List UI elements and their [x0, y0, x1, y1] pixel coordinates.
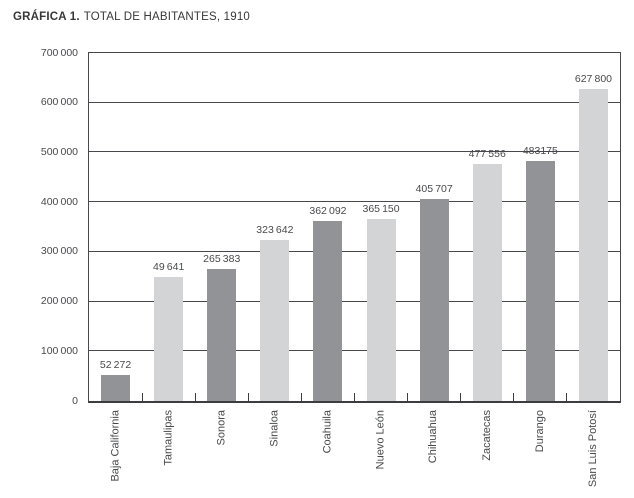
- bar-value-label: 265 383: [203, 253, 241, 266]
- bar: [366, 219, 396, 401]
- chart-title-prefix: GRÁFICA 1.: [13, 11, 80, 23]
- bar: [419, 199, 449, 401]
- x-axis-label-text: Baja California: [109, 410, 122, 482]
- gridline: [89, 250, 620, 252]
- x-axis-tick: [300, 393, 302, 401]
- y-axis-tick-label: 400 000: [40, 195, 78, 208]
- x-axis-label-text: Sinaloa: [268, 410, 281, 447]
- x-axis-tick: [354, 393, 355, 401]
- x-axis-label-text: Chihuahua: [427, 410, 440, 464]
- x-axis-tick: [566, 393, 568, 401]
- y-axis-tick-label: 100 000: [40, 344, 78, 357]
- chart-title: GRÁFICA 1. TOTAL DE HABITANTES, 1910: [13, 11, 250, 23]
- bar: [101, 375, 131, 401]
- bar-value-label: 483175: [522, 144, 558, 157]
- bar-value-label: 323 642: [256, 224, 294, 237]
- bar: [154, 276, 184, 401]
- y-axis-tick-label: 0: [72, 394, 78, 407]
- x-axis-label-text: Zacatecas: [480, 410, 493, 461]
- x-axis-label-text: Coahuila: [321, 410, 334, 454]
- bar-value-label: 477 556: [468, 147, 506, 160]
- x-axis-tick: [407, 393, 409, 401]
- y-axis-tick-label: 200 000: [40, 295, 78, 308]
- x-axis-tick: [194, 393, 196, 401]
- bar: [578, 88, 608, 401]
- gridline: [89, 350, 620, 352]
- x-axis-tick: [247, 393, 249, 401]
- plot-area: 52 272 49 641 265 383 323 642 362 092 365 150…: [88, 52, 621, 403]
- bar-value-label: 362 092: [309, 205, 347, 217]
- y-axis-tick-label: 300 000: [40, 245, 78, 258]
- bar-value-label: 49 641: [152, 260, 185, 273]
- gridline: [89, 201, 620, 203]
- gridline: [89, 151, 620, 153]
- x-axis-label-text: Sonora: [215, 410, 228, 446]
- x-axis-tick: [513, 393, 515, 401]
- gridline: [89, 300, 620, 302]
- x-axis-tick: [141, 393, 143, 401]
- bar-value-label: 627 800: [574, 72, 613, 85]
- x-axis-label-text: Tamaulipas: [162, 410, 175, 466]
- x-axis-tick: [460, 393, 462, 401]
- bar-value-label: 52 272: [99, 359, 132, 372]
- bar-value-label: 365 150: [362, 203, 400, 216]
- y-axis-tick-label: 500 000: [40, 145, 78, 158]
- y-axis-tick-label: 700 000: [40, 46, 78, 59]
- bar: [260, 240, 290, 401]
- gridline: [89, 101, 620, 103]
- x-axis-label-text: Nuevo León: [374, 410, 387, 470]
- bar-value-label: 405 707: [415, 183, 453, 196]
- bar: [472, 163, 502, 401]
- y-axis-tick-label: 600 000: [40, 96, 78, 109]
- x-axis-label-text: San Luis Potosí: [586, 410, 599, 488]
- bar: [525, 160, 555, 401]
- bar: [313, 221, 343, 401]
- chart-title-text: TOTAL DE HABITANTES, 1910: [83, 11, 251, 23]
- bar: [207, 269, 237, 401]
- x-axis-label-text: Durango: [533, 410, 546, 453]
